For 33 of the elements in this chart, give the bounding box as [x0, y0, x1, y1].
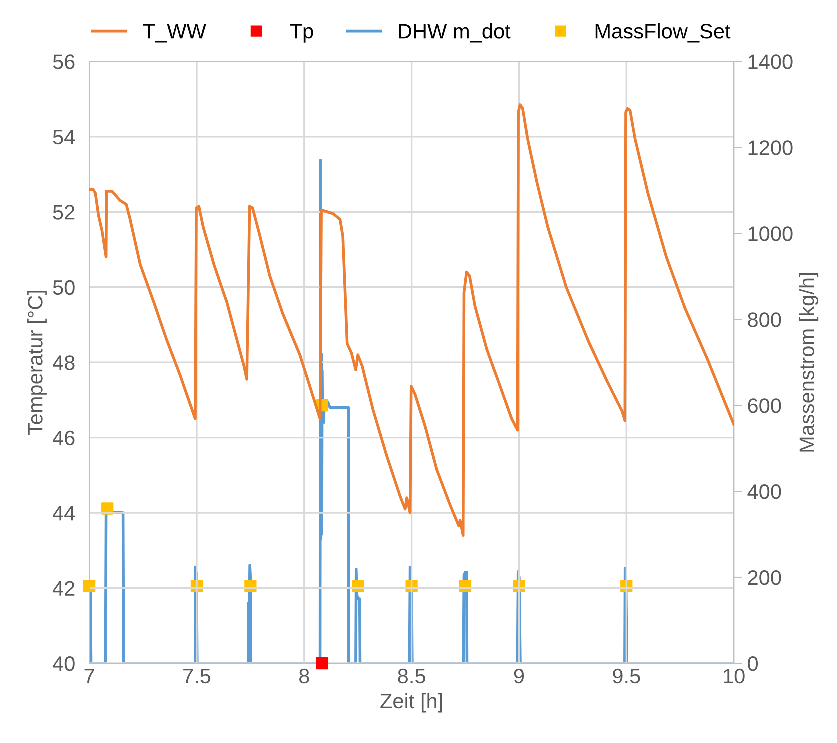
line-series: [90, 104, 734, 537]
y2-tick-label: 200: [748, 570, 782, 586]
y-tick-label: 44: [52, 506, 76, 521]
y2-tick-label: 800: [748, 312, 782, 328]
x-axis-title: Zeit [h]: [380, 693, 442, 713]
legend-label: T_WW: [143, 24, 206, 43]
x-tick-label: 9: [514, 668, 524, 684]
point: [244, 580, 257, 592]
y-tick-label: 48: [52, 356, 75, 370]
y-tick-label: 54: [53, 130, 76, 145]
y-tick-label: 42: [52, 581, 75, 596]
y2-tick-label: 400: [748, 484, 782, 500]
x-tick-label: 10: [724, 668, 745, 684]
y-tick-label: 56: [53, 54, 75, 70]
y2-tick-label: 1400: [748, 54, 793, 70]
y2-tick-label: 0: [748, 656, 758, 672]
y2-tick-label: 1200: [748, 140, 793, 156]
y-tick-label: 40: [52, 656, 75, 672]
x-tick-label: 8: [300, 668, 310, 684]
y2-tick-label: 1000: [748, 226, 793, 242]
x-tick-label: 7: [84, 669, 94, 684]
x-tick-label: 9.5: [613, 668, 640, 684]
legend-label: DHW m_dot: [399, 24, 511, 43]
y-axis-title: Temperatur [°C]: [28, 291, 47, 436]
x-tick-label: 8.5: [398, 668, 426, 684]
y-tick-label: 50: [53, 280, 75, 296]
y2-axis-title: Massenstrom [kg/h]: [799, 273, 819, 452]
y-tick-label: 46: [52, 430, 75, 446]
y-tick-label: 52: [53, 205, 75, 220]
x-tick-label: 7.5: [184, 669, 211, 684]
y2-tick-label: 600: [748, 398, 782, 414]
legend-label: MassFlow_Set: [596, 24, 731, 43]
legend-label: Tp: [290, 24, 314, 43]
